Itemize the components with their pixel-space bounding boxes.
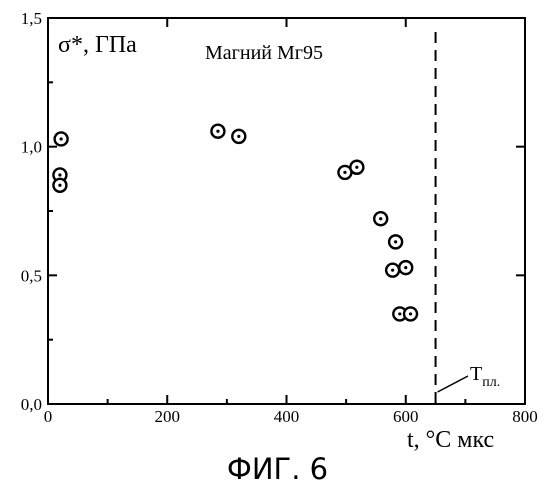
data-point-center [355,166,358,169]
data-point-center [58,184,61,187]
data-point-center [404,266,407,269]
melting-label-leader [438,376,468,392]
data-point-center [394,240,397,243]
data-point [374,212,387,225]
data-point-center [391,269,394,272]
figure-caption: ФИГ. 6 [0,452,555,486]
data-point-center [58,173,61,176]
data-point [389,235,402,248]
x-axis-label: t, °C мкс [407,427,494,453]
y-tick-label-1.5: 1,5 [21,9,42,28]
melting-label-sub: пл. [482,375,500,390]
data-point-center [379,217,382,220]
data-point [55,132,68,145]
x-tick-label-0: 0 [44,407,53,426]
melting-label-main: T [470,363,482,385]
data-point [53,179,66,192]
melting-label: Tпл. [438,363,501,392]
x-tick-label-600: 600 [393,407,419,426]
plot-frame [48,18,525,404]
data-point [232,130,245,143]
plot-border [48,18,525,404]
data-point [350,161,363,174]
y-tick-label-0.5: 0,5 [21,266,42,285]
data-point-center [343,171,346,174]
chart-title: Магний Мг95 [205,42,323,64]
y-tick-label-1: 1,0 [21,138,42,157]
y-axis-label: σ*, ГПа [58,32,137,58]
data-point-center [398,312,401,315]
data-point [211,125,224,138]
data-point-center [216,130,219,133]
data-point [386,264,399,277]
data-point-center [60,137,63,140]
data-point-center [237,135,240,138]
x-tick-label-200: 200 [155,407,181,426]
x-tick-label-800: 800 [512,407,538,426]
y-tick-label-0: 0,0 [21,395,42,414]
data-point-center [409,312,412,315]
tick-labels: 0 200 400 600 800 0,0 0,5 1,0 1,5 [21,9,538,426]
data-point [404,307,417,320]
x-tick-label-400: 400 [274,407,300,426]
data-point [399,261,412,274]
svg-text:Tпл.: Tпл. [470,363,500,390]
data-markers [53,125,417,321]
axis-ticks [48,18,525,404]
